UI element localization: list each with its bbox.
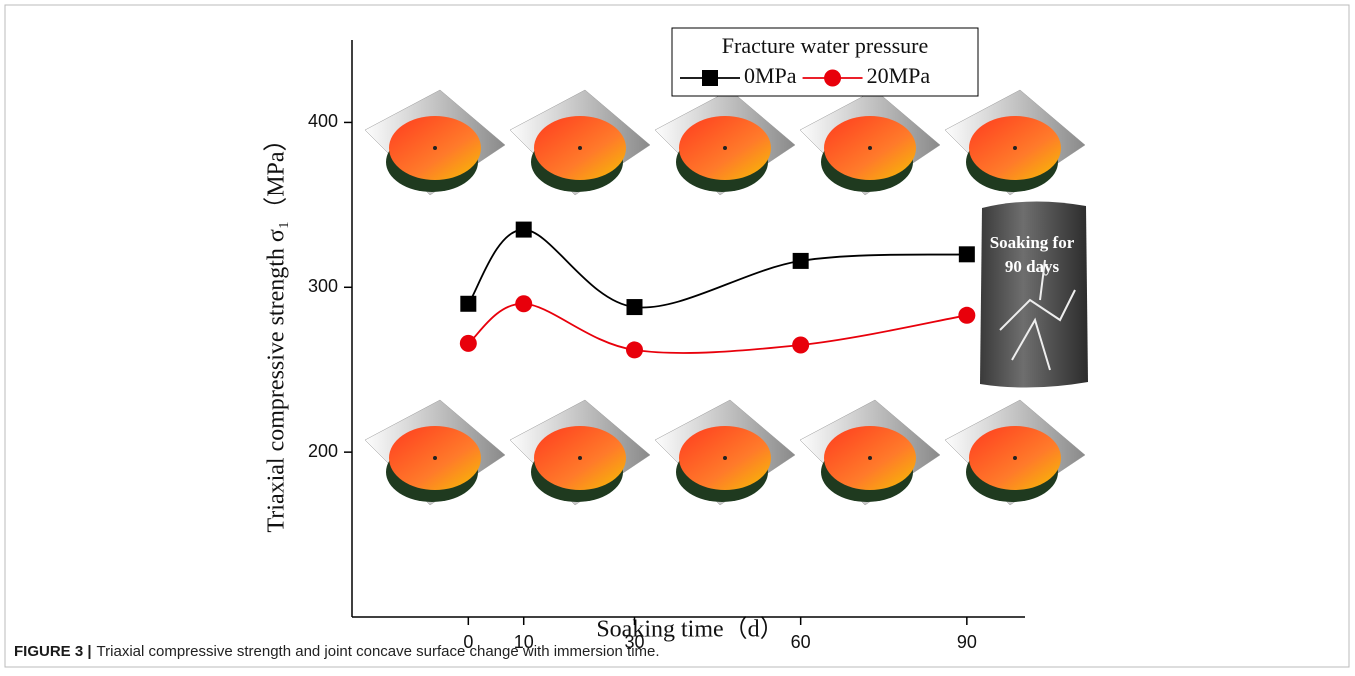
marker — [792, 252, 809, 269]
scan-dot — [578, 146, 582, 150]
scan-dot — [433, 456, 437, 460]
legend-marker — [702, 70, 718, 86]
marker — [958, 246, 975, 263]
marker — [625, 341, 643, 359]
x-tick-label: 10 — [514, 632, 534, 652]
marker — [958, 306, 976, 324]
legend-label: 20MPa — [867, 63, 931, 88]
rock-photo — [980, 201, 1088, 388]
scan-dot — [868, 456, 872, 460]
x-axis-label: Soaking time（d） — [596, 617, 783, 643]
figure-border — [4, 4, 1350, 668]
series-line — [467, 228, 967, 309]
series-line — [467, 302, 967, 354]
marker — [459, 334, 477, 352]
y-tick-label: 200 — [308, 441, 338, 461]
scan-dot — [1013, 456, 1017, 460]
surface-scans — [364, 89, 1086, 506]
marker — [460, 295, 477, 312]
scan-dot — [723, 146, 727, 150]
caption: FIGURE 3 | Triaxial compressive strength … — [14, 643, 660, 660]
x-tick-label: 0 — [463, 632, 473, 652]
scan-dot — [578, 456, 582, 460]
x-tick-label: 90 — [957, 632, 977, 652]
x-tick-label: 30 — [624, 632, 644, 652]
scan-dot — [868, 146, 872, 150]
y-axis-label: Triaxial compressive strength σ₁（MPa） — [264, 127, 290, 532]
legend-title: Fracture water pressure — [722, 33, 928, 58]
photo-label: 90 days — [1005, 257, 1060, 276]
marker — [626, 299, 643, 316]
legend-marker — [824, 69, 842, 87]
marker — [515, 295, 533, 313]
legend-item: 0MPa — [680, 63, 797, 88]
marker — [515, 221, 532, 238]
caption-label: FIGURE 3 | — [14, 643, 92, 660]
scan-dot — [1013, 146, 1017, 150]
legend-item: 20MPa — [802, 63, 931, 88]
legend-box — [671, 27, 979, 97]
y-tick-label: 400 — [308, 111, 338, 131]
scan-dot — [723, 456, 727, 460]
marker — [792, 336, 810, 354]
photo-label: Soaking for — [990, 233, 1075, 252]
caption-text: Triaxial compressive strength and joint … — [97, 643, 660, 660]
scan-dot — [433, 146, 437, 150]
x-tick-label: 60 — [791, 632, 811, 652]
legend-label: 0MPa — [744, 63, 797, 88]
y-tick-label: 300 — [308, 276, 338, 296]
